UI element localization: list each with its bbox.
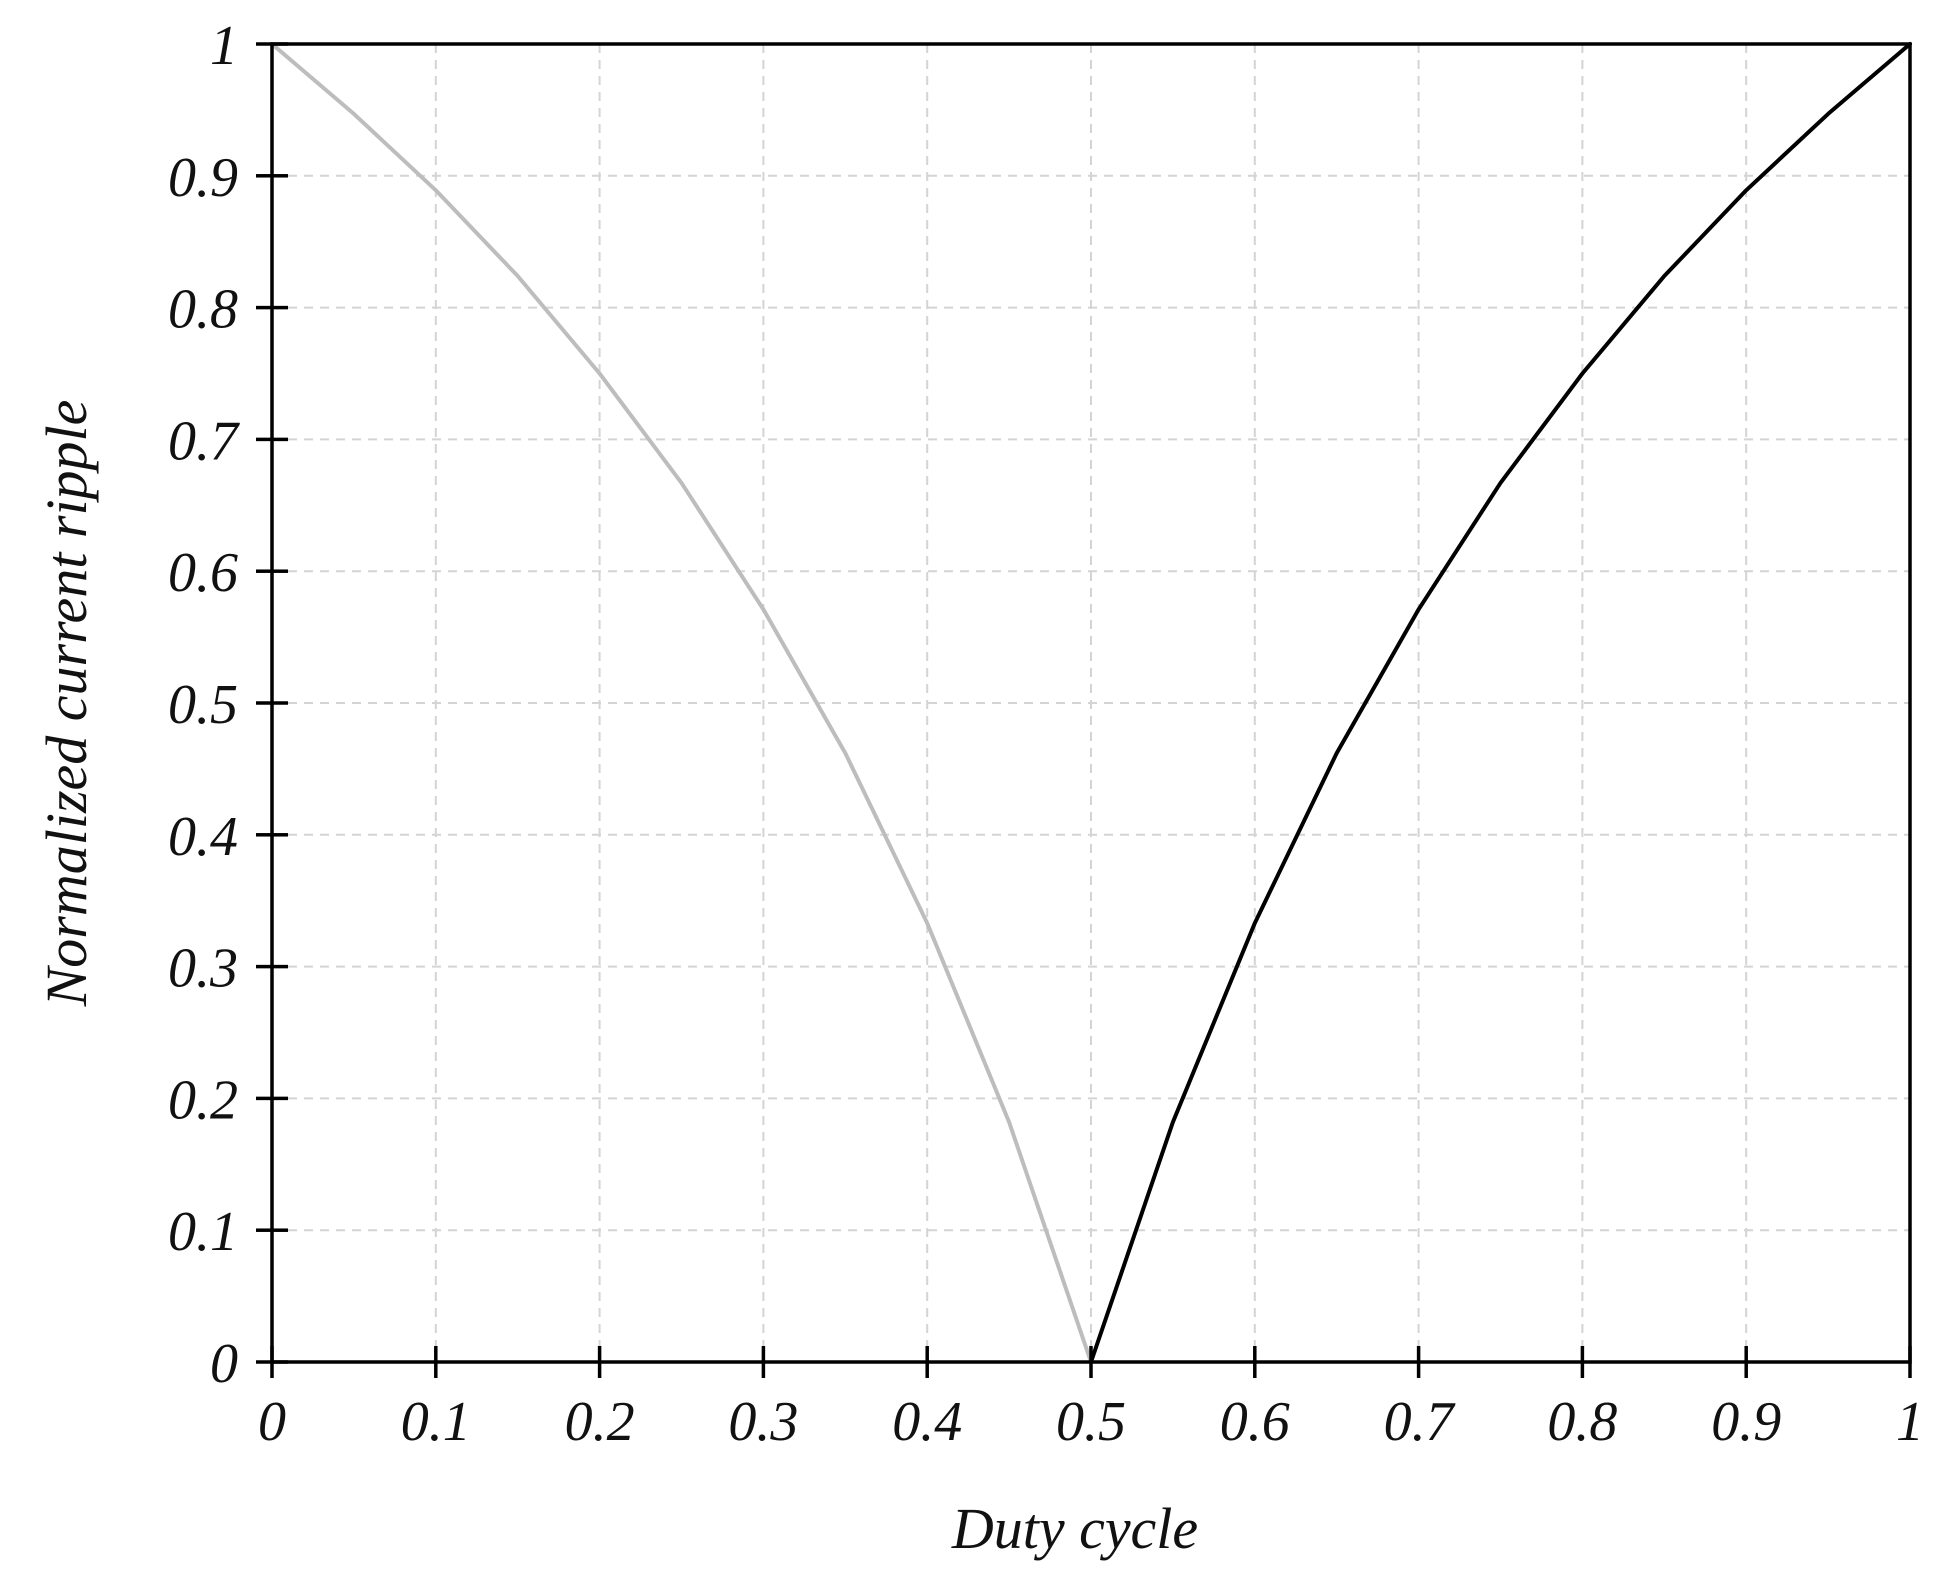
x-tick-label: 0.6: [1220, 1391, 1290, 1453]
x-tick-label: 0.2: [565, 1391, 635, 1453]
series-line-2: [1089, 42, 1912, 1364]
axes: [256, 42, 1912, 1378]
y-tick-label: 0.6: [168, 542, 238, 604]
y-tick-label: 0.4: [168, 806, 238, 868]
x-axis-label: Duty cycle: [951, 1496, 1198, 1561]
x-tick-label: 0: [258, 1391, 286, 1453]
x-tick-label: 0.4: [892, 1391, 962, 1453]
grid: [272, 44, 1910, 1362]
y-tick-label: 0.7: [168, 410, 240, 472]
y-tick-label: 0.8: [168, 279, 238, 341]
x-tick-label: 0.9: [1711, 1391, 1781, 1453]
x-tick-label: 0.7: [1384, 1391, 1456, 1453]
x-tick-label: 0.8: [1547, 1391, 1617, 1453]
y-tick-label: 0.3: [168, 938, 238, 1000]
y-axis-label: Normalized current ripple: [34, 400, 99, 1008]
x-tick-label: 0.5: [1056, 1391, 1126, 1453]
tick-labels: 0 0.1 0.2 0.3 0.4 0.5 0.6 0.7 0.8 0.9 1 0 0.1 0.2 0.3 0…: [168, 15, 1924, 1453]
series-group: [270, 42, 1912, 1364]
y-tick-label: 0.1: [168, 1201, 238, 1263]
y-tick-label: 0.2: [168, 1069, 238, 1131]
x-tick-label: 0.3: [728, 1391, 798, 1453]
y-tick-label: 0: [210, 1333, 238, 1395]
y-tick-label: 0.9: [168, 147, 238, 209]
y-tick-label: 1: [210, 15, 238, 77]
x-tick-label: 0.1: [401, 1391, 471, 1453]
y-tick-label: 0.5: [168, 674, 238, 736]
x-tick-label: 1: [1896, 1391, 1924, 1453]
series-line-1: [270, 42, 1093, 1364]
